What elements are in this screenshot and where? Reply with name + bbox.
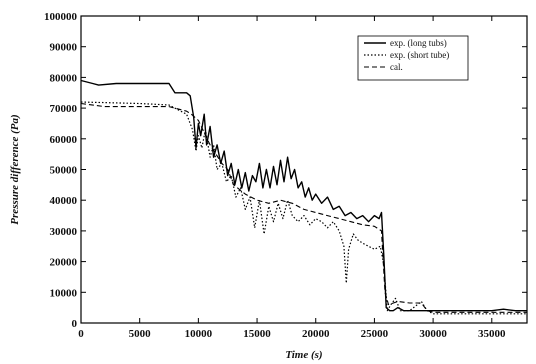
series-layer bbox=[80, 79, 527, 315]
y-tick-label: 70000 bbox=[50, 103, 78, 115]
y-tick-label: 80000 bbox=[50, 72, 78, 84]
y-tick-label: 60000 bbox=[50, 134, 78, 146]
legend-label-1: exp. (long tubs) bbox=[390, 38, 447, 48]
legend-label-3: cal. bbox=[390, 62, 403, 72]
legend-label-2: exp. (short tube) bbox=[390, 50, 449, 60]
x-tick-label: 0 bbox=[78, 328, 84, 340]
x-tick-label: 25000 bbox=[361, 328, 389, 340]
x-tick-label: 5000 bbox=[129, 328, 152, 340]
y-tick-label: 40000 bbox=[50, 195, 78, 207]
y-tick-label: 90000 bbox=[50, 42, 78, 54]
x-axis-title: Time (s) bbox=[285, 349, 322, 361]
x-tick-label: 30000 bbox=[419, 328, 447, 340]
series-line-3 bbox=[80, 102, 527, 313]
legend: exp. (long tubs) exp. (short tube) cal. bbox=[357, 35, 469, 81]
y-tick-label: 50000 bbox=[50, 165, 78, 177]
y-tick-label: 100000 bbox=[44, 11, 78, 23]
ticks-layer: 0 5000 10000 15000 20000 25000 30000 35000 0 1000… bbox=[44, 11, 527, 340]
x-tick-label: 20000 bbox=[302, 328, 330, 340]
series-line-1 bbox=[80, 79, 527, 312]
y-tick-label: 30000 bbox=[50, 226, 78, 238]
x-tick-label: 10000 bbox=[185, 328, 213, 340]
series-line-2 bbox=[80, 101, 527, 315]
y-axis-title: Pressure difference (Pa) bbox=[9, 114, 21, 224]
y-tick-label: 0 bbox=[72, 318, 78, 330]
y-tick-label: 20000 bbox=[50, 257, 78, 269]
x-tick-label: 15000 bbox=[243, 328, 271, 340]
x-tick-label: 35000 bbox=[478, 328, 506, 340]
y-tick-label: 10000 bbox=[50, 287, 78, 299]
